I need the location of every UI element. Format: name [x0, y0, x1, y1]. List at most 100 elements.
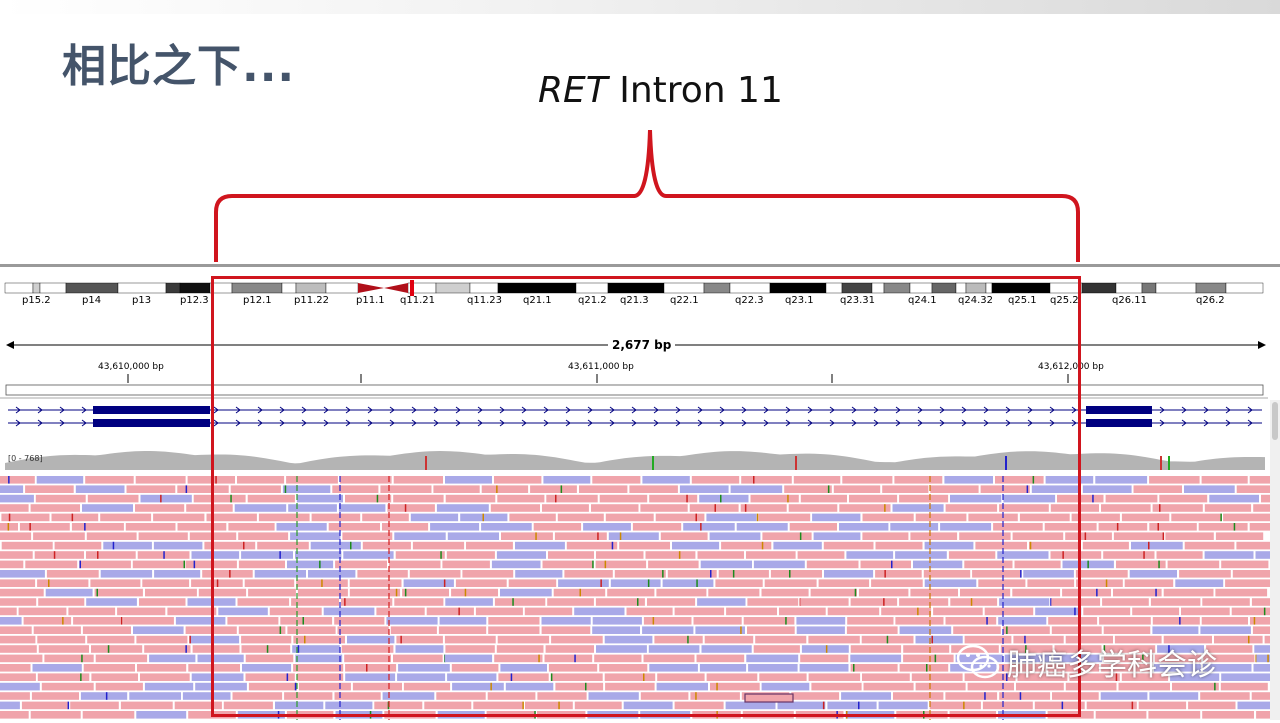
cytoband: [910, 283, 932, 293]
aligned-read: [224, 702, 273, 710]
cytoband: [826, 283, 842, 293]
aligned-read: [488, 692, 536, 700]
aligned-read: [233, 692, 283, 700]
aligned-read: [515, 570, 562, 578]
aligned-read: [288, 504, 337, 512]
aligned-read: [287, 626, 335, 634]
aligned-read: [193, 645, 240, 653]
vertical-scrollbar[interactable]: [1270, 400, 1280, 720]
aligned-read: [189, 636, 239, 644]
read-mismatch: [465, 589, 467, 597]
read-mismatch: [762, 542, 764, 550]
cytoband: [210, 283, 232, 293]
aligned-read: [798, 551, 845, 559]
aligned-read: [611, 579, 661, 587]
aligned-read: [1221, 561, 1268, 569]
aligned-read: [903, 655, 954, 663]
aligned-read: [393, 655, 443, 663]
aligned-read: [1099, 617, 1151, 625]
read-mismatch: [1006, 626, 1008, 634]
aligned-read: [846, 551, 893, 559]
aligned-read: [746, 551, 796, 559]
aligned-read: [497, 495, 544, 503]
aligned-read: [547, 598, 594, 606]
aligned-read: [827, 702, 876, 710]
aligned-read: [70, 702, 119, 710]
read-mismatch: [986, 617, 988, 625]
aligned-read: [564, 570, 612, 578]
aligned-read: [482, 485, 528, 493]
cytoband: [992, 283, 1050, 293]
read-mismatch: [1092, 495, 1094, 503]
read-mismatch: [917, 608, 919, 616]
aligned-read: [140, 673, 190, 681]
aligned-read: [498, 673, 548, 681]
aligned-read: [839, 504, 890, 512]
aligned-read: [796, 711, 844, 719]
cytoband: [1116, 283, 1142, 293]
aligned-read: [661, 532, 708, 540]
aligned-read: [551, 673, 603, 681]
aligned-read: [299, 683, 351, 691]
aligned-read: [1130, 570, 1177, 578]
aligned-read: [567, 542, 617, 550]
cytoband: [1156, 283, 1196, 293]
aligned-read: [411, 514, 458, 522]
aligned-read: [1, 514, 49, 522]
coverage-variant: [425, 456, 427, 470]
aligned-read: [1051, 504, 1099, 512]
aligned-read: [649, 645, 700, 653]
aligned-read: [1216, 532, 1263, 540]
aligned-read: [350, 579, 402, 587]
aligned-read: [340, 476, 392, 484]
aligned-read: [642, 476, 689, 484]
aligned-read: [1045, 523, 1097, 531]
aligned-read: [1139, 702, 1186, 710]
aligned-read: [876, 542, 923, 550]
aligned-read: [295, 655, 342, 663]
aligned-read: [847, 617, 893, 625]
cytoband-label: p11.22: [294, 295, 329, 306]
read-mismatch: [923, 711, 925, 719]
aligned-read: [186, 561, 237, 569]
cytoband-label: q11.23: [467, 295, 502, 306]
aligned-read: [154, 542, 203, 550]
aligned-read: [0, 692, 30, 700]
aligned-read: [1101, 504, 1151, 512]
read-mismatch: [846, 711, 848, 719]
aligned-read: [762, 683, 810, 691]
aligned-read: [139, 598, 186, 606]
read-mismatch: [1264, 608, 1266, 616]
aligned-read: [834, 485, 880, 493]
cytoband: [40, 283, 66, 293]
scrollbar-thumb[interactable]: [1272, 402, 1278, 440]
aligned-read: [1057, 495, 1104, 503]
cytoband: [842, 283, 872, 293]
aligned-read: [1134, 485, 1183, 493]
aligned-read: [812, 514, 860, 522]
aligned-read: [1103, 551, 1154, 559]
aligned-read: [893, 692, 943, 700]
aligned-read: [91, 645, 142, 653]
aligned-read: [609, 532, 659, 540]
aligned-read: [37, 636, 85, 644]
aligned-read: [809, 673, 861, 681]
aligned-read: [277, 523, 327, 531]
read-mismatch: [1234, 523, 1236, 531]
aligned-read: [925, 542, 974, 550]
cytoband-label: q22.1: [670, 295, 699, 306]
aligned-read: [255, 570, 306, 578]
aligned-read: [397, 673, 445, 681]
aligned-read: [1046, 476, 1094, 484]
read-mismatch: [653, 617, 655, 625]
aligned-read: [875, 570, 922, 578]
aligned-read: [726, 702, 776, 710]
read-mismatch: [855, 589, 857, 597]
aligned-read: [861, 561, 912, 569]
aligned-read: [445, 598, 493, 606]
cytoband: [498, 283, 576, 293]
aligned-read: [440, 617, 487, 625]
aligned-read: [1185, 542, 1235, 550]
aligned-read: [286, 476, 338, 484]
aligned-read: [589, 692, 639, 700]
